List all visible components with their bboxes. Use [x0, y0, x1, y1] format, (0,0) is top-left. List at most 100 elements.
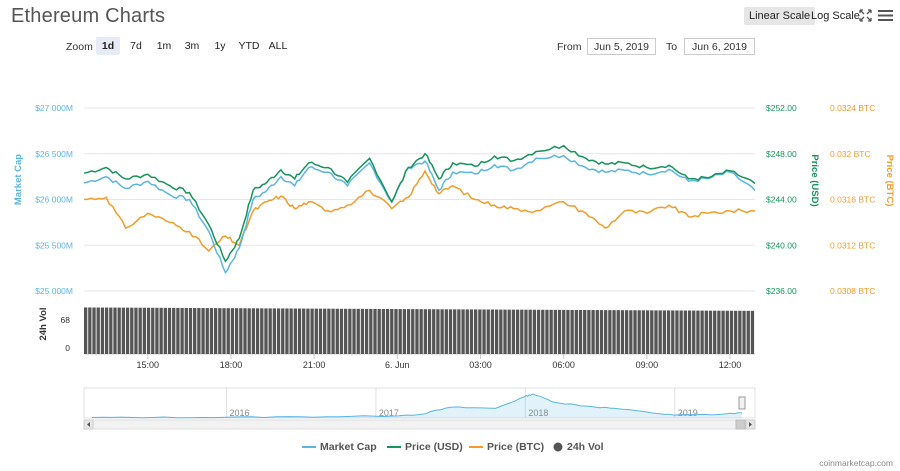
volume-bar [671, 310, 675, 354]
y-tick-label-volume: 68 [61, 315, 71, 325]
volume-bar [549, 309, 553, 354]
hamburger-menu-icon[interactable] [878, 9, 893, 22]
volume-bar [155, 307, 159, 354]
series-line-price-usd [83, 144, 756, 263]
volume-bar [281, 308, 285, 354]
legend-line-marker-icon [302, 446, 316, 448]
volume-bar [583, 310, 587, 354]
range-from-input[interactable]: Jun 5, 2019 [587, 38, 656, 55]
volume-bar [92, 307, 96, 354]
volume-bar [692, 310, 696, 354]
y-tick-label-price-btc: 0.0316 BTC [830, 195, 875, 205]
series-line-market-cap [83, 154, 756, 275]
volume-bar [348, 308, 352, 354]
volume-bar [503, 309, 507, 354]
log-scale-button[interactable]: Log Scale [811, 10, 860, 22]
zoom-button-all[interactable]: ALL [268, 40, 288, 52]
volume-bar [239, 308, 243, 354]
volume-bar [84, 307, 88, 354]
volume-bar [146, 307, 151, 354]
volume-bar [436, 309, 440, 354]
zoom-button-1d[interactable]: 1d [96, 37, 120, 55]
volume-bar [675, 310, 679, 354]
zoom-button-7d[interactable]: 7d [130, 40, 142, 52]
range-to-label: To [666, 41, 678, 53]
legend-line-marker-icon [387, 446, 401, 448]
volume-bar [318, 308, 323, 354]
y-tick-label-volume: 0 [65, 343, 70, 353]
zoom-button-1y[interactable]: 1y [214, 40, 226, 52]
y-tick-label-market-cap: $26 500M [35, 149, 73, 159]
zoom-button-3m[interactable]: 3m [184, 40, 200, 52]
navigator-line [91, 393, 743, 419]
volume-bar [700, 310, 704, 354]
legend-item-price-usd[interactable]: Price (USD) [387, 441, 463, 453]
volume-bar [251, 308, 256, 354]
volume-bar [486, 309, 490, 354]
volume-bar [641, 310, 646, 354]
expand-arrows-icon[interactable] [859, 9, 872, 22]
x-tick-label: 6. Jun [385, 360, 410, 370]
volume-bar [218, 308, 222, 354]
y-axis-title-volume: 24h Vol [38, 307, 49, 340]
volume-bar [453, 309, 457, 354]
range-to-input[interactable]: Jun 6, 2019 [684, 38, 755, 55]
volume-bar [465, 309, 469, 354]
volume-bar [255, 308, 260, 354]
y-tick-label-price-usd: $244.00 [766, 195, 797, 205]
volume-bar [444, 309, 448, 354]
volume-bar [511, 309, 516, 354]
volume-bar [402, 309, 407, 354]
navigator-area [92, 394, 742, 418]
x-tick-label: 18:00 [220, 360, 243, 370]
volume-bar [138, 307, 142, 354]
volume-bar [100, 307, 105, 354]
legend-item-24h-vol[interactable]: 24h Vol [553, 441, 604, 453]
volume-bar [587, 310, 591, 354]
linear-scale-button[interactable]: Linear Scale [744, 7, 816, 25]
x-tick-label: 09:00 [636, 360, 659, 370]
volume-bar [377, 308, 381, 354]
zoom-button-ytd[interactable]: YTD [238, 40, 260, 52]
volume-bar [323, 308, 327, 354]
volume-bar [637, 310, 641, 354]
volume-bar [620, 310, 625, 354]
volume-bar [687, 310, 692, 354]
volume-bar [327, 308, 331, 354]
y-axis-title-price-btc: Price (BTC) [884, 155, 895, 207]
y-tick-label-price-btc: 0.0308 BTC [830, 286, 875, 296]
legend-line-marker-icon [469, 446, 483, 448]
volume-bar [440, 309, 444, 354]
volume-bar [130, 307, 134, 354]
volume-bar [729, 310, 734, 354]
legend-label: Market Cap [320, 441, 377, 453]
volume-bar [570, 309, 574, 354]
volume-bar [696, 310, 700, 354]
scrollbar-thumb [735, 419, 746, 430]
chart-title: Ethereum Charts [11, 5, 166, 27]
volume-bar [683, 310, 687, 354]
volume-bar [624, 310, 629, 354]
y-tick-label-market-cap: $25 000M [35, 286, 73, 296]
volume-bar [427, 309, 432, 354]
zoom-button-1m[interactable]: 1m [156, 40, 172, 52]
volume-bar [708, 310, 713, 354]
volume-bar [645, 310, 650, 354]
scroll-right-button [745, 419, 756, 430]
volume-bar [725, 310, 729, 354]
volume-bar [478, 309, 482, 354]
volume-bar [499, 309, 503, 354]
volume-bar [507, 309, 511, 354]
legend-item-price-btc[interactable]: Price (BTC) [469, 441, 544, 453]
volume-bar [524, 309, 528, 354]
volume-bar [109, 307, 113, 354]
volume-bar [356, 308, 360, 354]
legend-item-market-cap[interactable]: Market Cap [302, 441, 377, 453]
navigator-tick-label: 2019 [678, 408, 698, 418]
y-tick-label-market-cap: $27 000M [35, 103, 73, 113]
volume-bar [121, 307, 126, 354]
y-tick-label-market-cap: $25 500M [35, 240, 73, 250]
y-tick-label-price-usd: $240.00 [766, 240, 797, 250]
volume-bar [285, 308, 289, 354]
